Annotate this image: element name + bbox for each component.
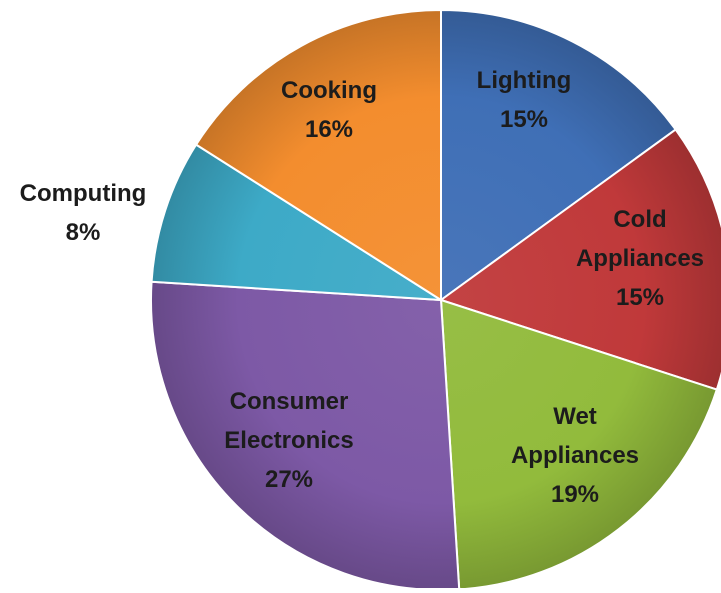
pie-slice-cooking: [195, 9, 442, 301]
slice-label-line-0-0: Lighting: [477, 67, 572, 94]
slice-value-2-2: 19%: [551, 481, 599, 508]
slice-label-line-3-1: Electronics: [224, 427, 353, 454]
slice-label-consumer-electronics: Consumer Electronics 27%: [224, 388, 353, 493]
slice-label-line-2-0: Wet: [553, 403, 597, 430]
slice-label-wet-appliances: Wet Appliances 19%: [511, 403, 639, 508]
slice-label-line-5-0: Cooking: [281, 77, 377, 104]
slice-label-line-3-0: Consumer: [230, 388, 349, 415]
slice-label-cold-appliances: Cold Appliances 15%: [576, 206, 704, 311]
slice-label-lighting: Lighting 15%: [477, 67, 572, 133]
pie-slice-wet-appliances: [440, 299, 718, 591]
slice-value-0-1: 15%: [500, 106, 548, 133]
slices-layer: [150, 9, 721, 591]
slice-label-line-1-0: Cold: [613, 206, 666, 233]
slice-value-5-1: 16%: [305, 116, 353, 143]
slice-label-cooking: Cooking 16%: [281, 77, 377, 143]
pie-slice-consumer-electronics: [150, 280, 461, 591]
slice-label-line-2-1: Appliances: [511, 442, 639, 469]
labels-layer: Lighting 15% Cold Appliances 15% Wet Appliance…: [20, 67, 704, 508]
slice-label-computing: Computing 8%: [20, 180, 147, 246]
slice-label-line-1-1: Appliances: [576, 245, 704, 272]
pie-slice-computing: [150, 143, 442, 301]
slice-label-line-4-0: Computing: [20, 180, 147, 207]
pie-slice-lighting: [440, 9, 677, 301]
pie-slice-cold-appliances: [440, 128, 721, 391]
slice-value-3-2: 27%: [265, 466, 313, 493]
slice-value-1-2: 15%: [616, 284, 664, 311]
slice-value-4-1: 8%: [66, 219, 101, 246]
